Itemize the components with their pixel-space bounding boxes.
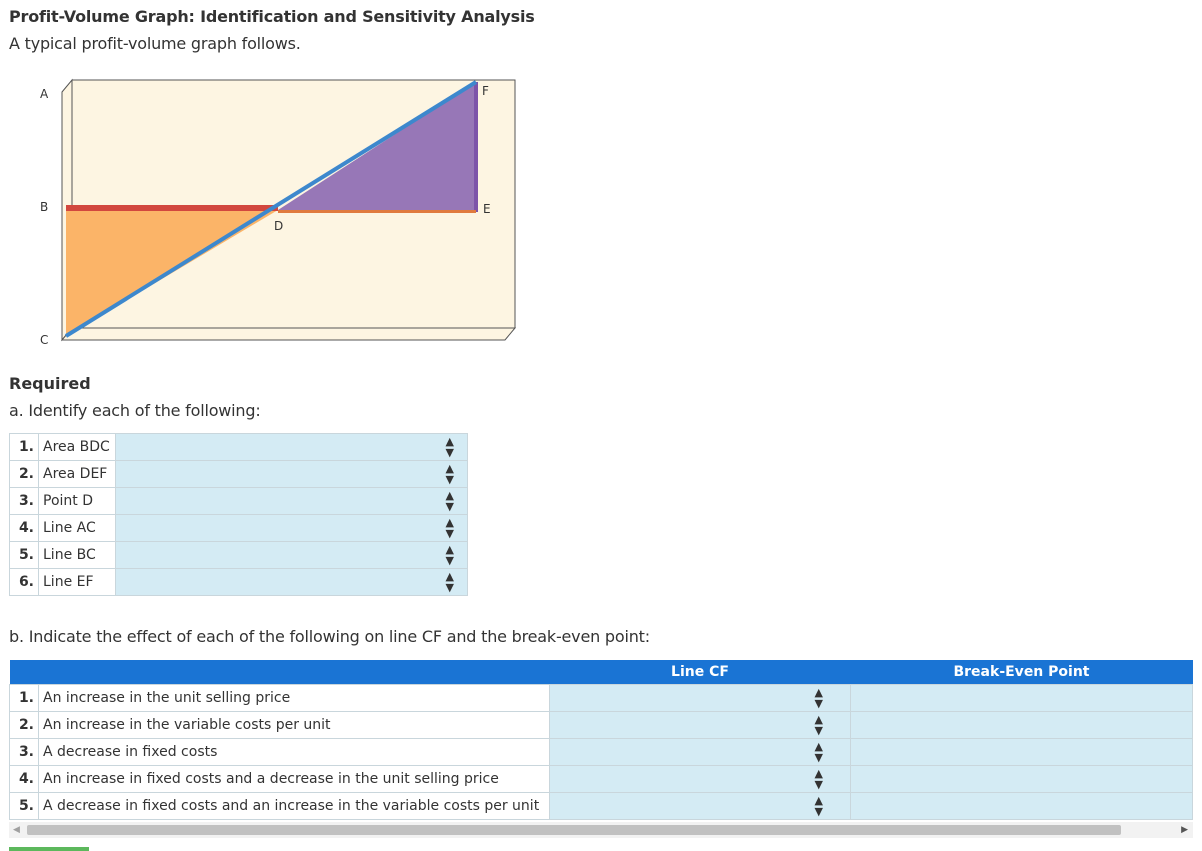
part-b-instruction: b. Indicate the effect of each of the fo… xyxy=(9,627,650,646)
line-cf-dropdown[interactable]: ▲ ▼ xyxy=(549,738,851,766)
table-header-row: Line CF Break-Even Point xyxy=(9,660,1193,685)
required-heading: Required xyxy=(9,374,91,393)
table-row: 4. Line AC ▲ ▼ xyxy=(9,514,468,542)
row-label: A decrease in fixed costs xyxy=(38,738,550,766)
updown-arrow-icon: ▲ ▼ xyxy=(814,686,823,710)
table-row: 1. An increase in the unit selling price… xyxy=(9,684,1193,712)
row-label: Area DEF xyxy=(38,460,116,488)
break-even-dropdown[interactable] xyxy=(850,765,1193,793)
label-f: F xyxy=(482,84,489,98)
row-label: Line AC xyxy=(38,514,116,542)
answer-dropdown[interactable]: ▲ ▼ xyxy=(115,541,468,569)
row-label: Line EF xyxy=(38,568,116,596)
updown-arrow-icon: ▲ ▼ xyxy=(814,740,823,764)
line-be-right xyxy=(278,210,476,213)
row-number: 1. xyxy=(9,684,39,712)
break-even-dropdown[interactable] xyxy=(850,738,1193,766)
table-row: 5. A decrease in fixed costs and an incr… xyxy=(9,792,1193,820)
updown-arrow-icon: ▲ ▼ xyxy=(814,794,823,818)
row-number: 4. xyxy=(9,765,39,793)
line-cf-dropdown[interactable]: ▲ ▼ xyxy=(549,765,851,793)
row-number: 1. xyxy=(9,433,39,461)
horizontal-scrollbar[interactable]: ◀ ▶ xyxy=(9,822,1193,838)
table-row: 3. Point D ▲ ▼ xyxy=(9,487,468,515)
part-b-table: Line CF Break-Even Point 1. An increase … xyxy=(9,660,1193,820)
updown-arrow-icon: ▲ ▼ xyxy=(445,435,454,459)
updown-arrow-icon: ▲ ▼ xyxy=(445,462,454,486)
answer-dropdown[interactable]: ▲ ▼ xyxy=(115,514,468,542)
table-row: 6. Line EF ▲ ▼ xyxy=(9,568,468,596)
answer-dropdown[interactable]: ▲ ▼ xyxy=(115,568,468,596)
row-label: Point D xyxy=(38,487,116,515)
row-number: 5. xyxy=(9,792,39,820)
row-label: Area BDC xyxy=(38,433,116,461)
header-break-even-point: Break-Even Point xyxy=(850,660,1193,685)
label-e: E xyxy=(483,202,491,216)
scrollbar-thumb[interactable] xyxy=(27,825,1121,835)
line-cf-dropdown[interactable]: ▲ ▼ xyxy=(549,684,851,712)
row-number: 3. xyxy=(9,487,39,515)
line-cf xyxy=(64,80,478,338)
label-b: B xyxy=(40,200,48,214)
table-row: 1. Area BDC ▲ ▼ xyxy=(9,433,468,461)
line-be xyxy=(66,205,278,211)
row-number: 4. xyxy=(9,514,39,542)
row-number: 2. xyxy=(9,711,39,739)
break-even-dropdown[interactable] xyxy=(850,684,1193,712)
label-a: A xyxy=(40,87,49,101)
row-number: 3. xyxy=(9,738,39,766)
progress-indicator xyxy=(9,847,89,851)
page-subtitle: A typical profit-volume graph follows. xyxy=(9,34,301,53)
row-number: 2. xyxy=(9,460,39,488)
header-line-cf: Line CF xyxy=(549,660,851,685)
graph-floor xyxy=(60,327,517,341)
answer-dropdown[interactable]: ▲ ▼ xyxy=(115,433,468,461)
line-cf-dropdown[interactable]: ▲ ▼ xyxy=(549,792,851,820)
answer-dropdown[interactable]: ▲ ▼ xyxy=(115,460,468,488)
line-ef xyxy=(474,82,478,212)
row-label: Line BC xyxy=(38,541,116,569)
scroll-left-arrow-icon[interactable]: ◀ xyxy=(13,825,20,835)
page-title: Profit-Volume Graph: Identification and … xyxy=(9,7,535,26)
header-blank xyxy=(9,660,550,685)
updown-arrow-icon: ▲ ▼ xyxy=(445,543,454,567)
updown-arrow-icon: ▲ ▼ xyxy=(814,713,823,737)
updown-arrow-icon: ▲ ▼ xyxy=(445,489,454,513)
row-label: An increase in the unit selling price xyxy=(38,684,550,712)
break-even-dropdown[interactable] xyxy=(850,711,1193,739)
row-number: 6. xyxy=(9,568,39,596)
updown-arrow-icon: ▲ ▼ xyxy=(445,570,454,594)
table-row: 3. A decrease in fixed costs ▲ ▼ xyxy=(9,738,1193,766)
row-label: A decrease in fixed costs and an increas… xyxy=(38,792,550,820)
table-row: 2. Area DEF ▲ ▼ xyxy=(9,460,468,488)
part-a-instruction: a. Identify each of the following: xyxy=(9,401,261,420)
table-row: 2. An increase in the variable costs per… xyxy=(9,711,1193,739)
table-row: 4. An increase in fixed costs and a decr… xyxy=(9,765,1193,793)
label-d: D xyxy=(274,219,283,233)
label-c: C xyxy=(40,333,48,347)
row-number: 5. xyxy=(9,541,39,569)
profit-volume-graph: A B C D E F xyxy=(40,78,517,347)
row-label: An increase in the variable costs per un… xyxy=(38,711,550,739)
table-row: 5. Line BC ▲ ▼ xyxy=(9,541,468,569)
break-even-dropdown[interactable] xyxy=(850,792,1193,820)
row-label: An increase in fixed costs and a decreas… xyxy=(38,765,550,793)
answer-dropdown[interactable]: ▲ ▼ xyxy=(115,487,468,515)
line-cf-dropdown[interactable]: ▲ ▼ xyxy=(549,711,851,739)
scroll-right-arrow-icon[interactable]: ▶ xyxy=(1181,825,1188,835)
updown-arrow-icon: ▲ ▼ xyxy=(814,767,823,791)
updown-arrow-icon: ▲ ▼ xyxy=(445,516,454,540)
part-a-table: 1. Area BDC ▲ ▼ 2. Area DEF ▲ ▼ 3. Point D… xyxy=(9,433,468,596)
